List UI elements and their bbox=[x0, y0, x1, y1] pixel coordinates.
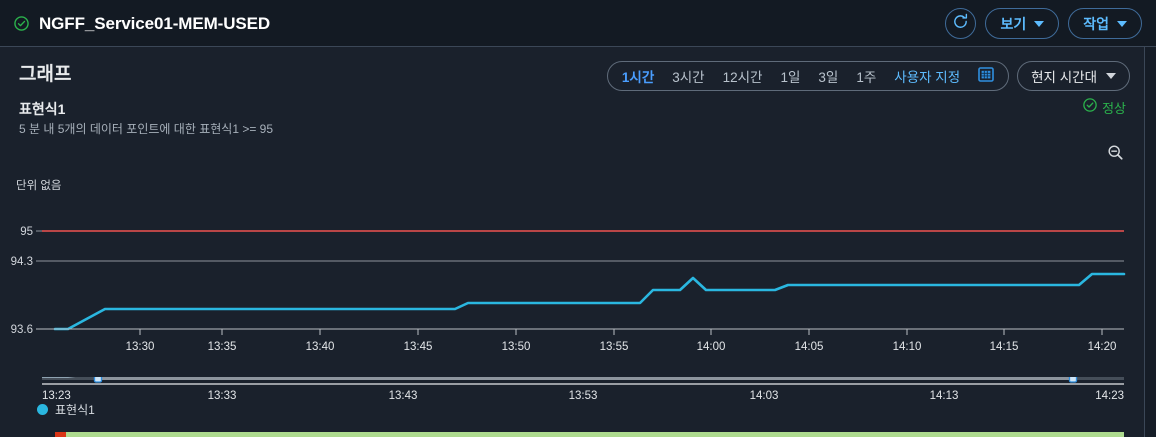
y-tick-94-3: 94.3 bbox=[11, 256, 33, 268]
expression-description: 5 분 내 5개의 데이터 포인트에 대한 표현식1 >= 95 bbox=[19, 122, 274, 136]
timeline-section: 13:23 13:33 13:43 13:53 14:03 14:13 14:2… bbox=[0, 349, 1145, 437]
chevron-down-icon bbox=[1117, 20, 1127, 27]
refresh-button[interactable] bbox=[945, 8, 977, 39]
x-tick-label: 14:05 bbox=[795, 341, 824, 352]
series-line-expression1 bbox=[53, 272, 1126, 331]
brush-selection[interactable] bbox=[98, 352, 1073, 380]
time-range-custom[interactable]: 사용자 지정 bbox=[894, 70, 961, 85]
time-range-12h[interactable]: 12시간 bbox=[722, 70, 763, 85]
view-button[interactable]: 보기 bbox=[985, 8, 1060, 39]
chart-container: 단위 없음 95 94.3 93.6 bbox=[0, 177, 1145, 352]
status-segment-alarm[interactable] bbox=[55, 432, 66, 437]
brush-left-handle[interactable] bbox=[93, 349, 103, 383]
status-badge-label: 정상 bbox=[1102, 101, 1126, 116]
view-button-label: 보기 bbox=[1000, 15, 1027, 32]
header-left-group: NGFF_Service01-MEM-USED bbox=[14, 0, 270, 47]
actions-button-label: 작업 bbox=[1083, 15, 1109, 32]
chevron-down-icon bbox=[1106, 73, 1116, 79]
calendar-icon[interactable] bbox=[978, 66, 994, 87]
time-range-group: 1시간 3시간 12시간 1일 3일 1주 사용자 지정 bbox=[606, 61, 1010, 91]
y-tick-95: 95 bbox=[20, 226, 33, 238]
y-axis-gridlines bbox=[36, 230, 1124, 330]
time-range-3d[interactable]: 3일 bbox=[818, 70, 839, 85]
brush-tick-label: 14:13 bbox=[930, 390, 959, 402]
brush-tick-label: 13:33 bbox=[208, 390, 237, 402]
x-tick-label: 13:50 bbox=[502, 341, 531, 352]
expression-name: 표현식1 bbox=[19, 101, 66, 117]
legend-item-label: 표현식1 bbox=[55, 403, 95, 417]
y-tick-93-6: 93.6 bbox=[11, 324, 33, 336]
x-tick-label: 13:30 bbox=[126, 341, 155, 352]
header-actions-group: 보기 작업 bbox=[945, 0, 1142, 47]
x-tick-label: 14:20 bbox=[1088, 341, 1117, 352]
line-chart[interactable]: 95 94.3 93.6 bbox=[0, 177, 1145, 352]
brush-tick-label: 14:23 bbox=[1095, 390, 1124, 402]
brush-tick-label: 13:53 bbox=[569, 390, 598, 402]
y-axis-unit-label: 단위 없음 bbox=[16, 180, 62, 192]
x-tick-label: 14:00 bbox=[697, 341, 726, 352]
x-tick-label: 13:45 bbox=[404, 341, 433, 352]
x-tick-label: 13:55 bbox=[600, 341, 629, 352]
page-header: NGFF_Service01-MEM-USED 보기 작업 bbox=[0, 0, 1156, 47]
status-badge: 정상 bbox=[1083, 98, 1126, 117]
time-range-1h[interactable]: 1시간 bbox=[621, 70, 655, 85]
brush-tick-label: 14:03 bbox=[750, 390, 779, 402]
x-tick-label: 14:10 bbox=[893, 341, 922, 352]
refresh-icon bbox=[952, 13, 969, 35]
actions-button[interactable]: 작업 bbox=[1068, 8, 1142, 39]
x-tick-label: 14:15 bbox=[990, 341, 1019, 352]
time-range-3h[interactable]: 3시간 bbox=[672, 70, 705, 85]
time-range-1d[interactable]: 1일 bbox=[780, 70, 801, 85]
zoom-out-icon[interactable] bbox=[1107, 144, 1124, 166]
time-range-controls: 1시간 3시간 12시간 1일 3일 1주 사용자 지정 현지 시간대 bbox=[606, 61, 1130, 91]
chevron-down-icon bbox=[1034, 20, 1045, 27]
time-range-1w[interactable]: 1주 bbox=[856, 70, 877, 85]
legend-color-swatch bbox=[37, 404, 48, 415]
brush-tick-label: 13:23 bbox=[42, 390, 71, 402]
brush-right-handle[interactable] bbox=[1068, 349, 1078, 383]
check-circle-icon bbox=[14, 16, 29, 31]
brush-and-status-svg[interactable]: 13:23 13:33 13:43 13:53 14:03 14:13 14:2… bbox=[0, 349, 1145, 437]
x-tick-label: 13:35 bbox=[208, 341, 237, 352]
check-circle-icon bbox=[1083, 98, 1097, 117]
page-title: NGFF_Service01-MEM-USED bbox=[39, 13, 271, 33]
graph-panel: 그래프 1시간 3시간 12시간 1일 3일 1주 사용자 지정 bbox=[0, 47, 1145, 437]
graph-panel-title: 그래프 bbox=[19, 64, 72, 85]
timezone-dropdown[interactable]: 현지 시간대 bbox=[1017, 61, 1130, 91]
chart-legend[interactable]: 표현식1 bbox=[37, 401, 95, 418]
status-segment-ok[interactable] bbox=[66, 432, 1124, 437]
x-tick-label: 13:40 bbox=[306, 341, 335, 352]
timezone-label: 현지 시간대 bbox=[1031, 70, 1097, 85]
brush-tick-label: 13:43 bbox=[389, 390, 418, 402]
x-axis bbox=[42, 328, 1124, 335]
